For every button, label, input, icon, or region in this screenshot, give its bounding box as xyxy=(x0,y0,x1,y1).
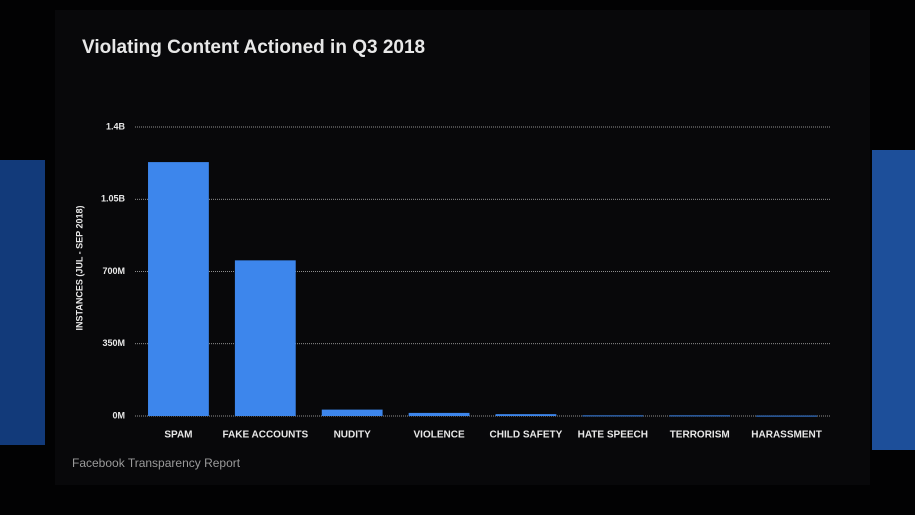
bar xyxy=(756,415,817,417)
y-tick-label: 700M xyxy=(102,266,125,276)
bar xyxy=(408,412,470,416)
bar xyxy=(234,260,296,416)
bar xyxy=(669,415,731,417)
x-tick-label: SPAM xyxy=(164,430,192,441)
y-tick-label: 1.4B xyxy=(106,121,126,131)
x-tick-label: NUDITY xyxy=(334,430,372,441)
y-tick-label: 1.05B xyxy=(101,194,126,204)
bar xyxy=(321,409,383,416)
x-tick-label: CHILD SAFETY xyxy=(490,430,563,441)
y-axis-label: INSTANCES (JUL - SEP 2018) xyxy=(74,205,84,330)
x-tick-label: HATE SPEECH xyxy=(578,430,648,441)
chart-title: Violating Content Actioned in Q3 2018 xyxy=(82,37,425,58)
y-tick-label: 0M xyxy=(112,410,125,420)
bar xyxy=(582,415,644,417)
x-tick-label: HARASSMENT xyxy=(751,430,822,441)
x-tick-label: VIOLENCE xyxy=(414,430,465,441)
x-tick-label: TERRORISM xyxy=(670,430,730,441)
side-screen xyxy=(872,150,915,450)
side-screen xyxy=(0,160,45,445)
x-tick-label: FAKE ACCOUNTS xyxy=(222,430,308,441)
footer: Facebook Transparency Report xyxy=(72,456,241,470)
bar xyxy=(495,414,557,416)
bar xyxy=(148,162,209,416)
y-tick-label: 350M xyxy=(102,338,125,348)
